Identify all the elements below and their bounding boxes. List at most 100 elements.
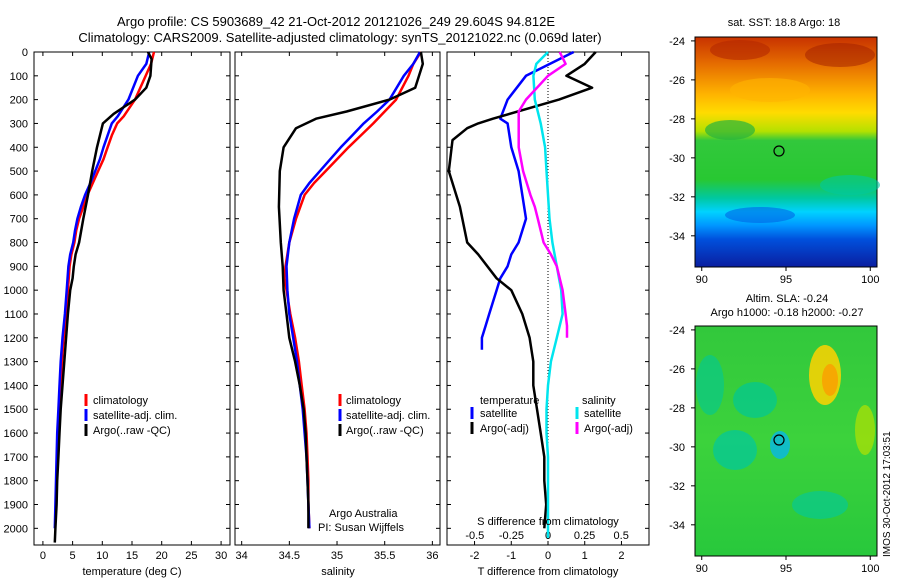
- x-tick-label: 2: [618, 550, 624, 562]
- depth-tick-label: 800: [10, 238, 28, 250]
- depth-tick-label: 1900: [4, 500, 28, 512]
- x-tick-label: 25: [185, 550, 197, 562]
- temperature-axes-box: [33, 51, 231, 546]
- depth-tick-label: 300: [10, 118, 28, 130]
- depth-tick-label: 1600: [4, 428, 28, 440]
- series-line-t-satellite: [480, 50, 575, 350]
- depth-tick-label: 200: [10, 95, 28, 107]
- map-lat-label: -24: [669, 36, 685, 48]
- sal-legend-satellite-label: satellite-adj. clim.: [346, 410, 430, 422]
- sal-legend-climatology-label: climatology: [346, 395, 402, 407]
- map-lat-label: -26: [669, 364, 685, 376]
- legend-t-argo-label: Argo(-adj): [480, 423, 529, 435]
- salinity-axes-box: [234, 51, 441, 546]
- s-tick-label: -0.5: [465, 530, 484, 542]
- salinity-xlabel: salinity: [321, 566, 355, 578]
- map-lon-label: 90: [696, 274, 708, 286]
- x-tick-label: -2: [470, 550, 480, 562]
- temperature-legend: climatology satellite-adj. clim. Argo(..…: [84, 394, 177, 437]
- x-tick-label: 1: [582, 550, 588, 562]
- sla-map-panel: Altim. SLA: -0.24 Argo h1000: -0.18 h200…: [669, 293, 879, 575]
- map-lat-label: -32: [669, 192, 685, 204]
- imos-timestamp-stamp: IMOS 30-Oct-2012 17:03:51: [882, 431, 893, 557]
- difference-legend: temperature salinity satellite Argo(-adj…: [470, 395, 633, 435]
- legend-climatology-label: climatology: [93, 395, 149, 407]
- legend-temperature-title: temperature: [480, 395, 539, 407]
- x-tick-label: 0: [40, 550, 46, 562]
- map-lat-label: -24: [669, 325, 685, 337]
- argo-position-marker-sla: [773, 434, 785, 446]
- s-tick-label: 0.25: [574, 530, 595, 542]
- x-tick-label: 35.5: [374, 550, 395, 562]
- map-lat-label: -28: [669, 403, 685, 415]
- depth-tick-label: 900: [10, 261, 28, 273]
- x-tick-label: 34: [236, 550, 248, 562]
- map-lon-label: 95: [780, 563, 792, 575]
- legend-satellite-label: satellite-adj. clim.: [93, 410, 177, 422]
- x-tick-label: 5: [70, 550, 76, 562]
- map-lat-label: -32: [669, 481, 685, 493]
- sst-map-panel: sat. SST: 18.8 Argo: 18: [669, 17, 880, 286]
- x-tick-label: 36: [426, 550, 438, 562]
- sst-map-image: [694, 36, 878, 268]
- difference-panel: -2 -1 0 1 2-0.5 -0.25 0 0.25 0.5 S difference fr…: [446, 50, 650, 578]
- sal-legend-argo-label: Argo(..raw -QC): [346, 425, 424, 437]
- depth-tick-label: 1500: [4, 404, 28, 416]
- s-tick-label: -0.25: [499, 530, 524, 542]
- map-lat-label: -34: [669, 231, 685, 243]
- x-tick-label: -1: [506, 550, 516, 562]
- s-difference-label: S difference from climatology: [477, 516, 619, 528]
- temperature-panel: 0100200300400500600700800900100011001200…: [4, 47, 231, 578]
- depth-tick-label: 700: [10, 214, 28, 226]
- x-tick-label: 20: [156, 550, 168, 562]
- x-tick-label: 35: [331, 550, 343, 562]
- map-lat-label: -30: [669, 442, 685, 454]
- x-tick-label: 0: [545, 550, 551, 562]
- x-tick-label: 10: [96, 550, 108, 562]
- x-tick-label: 15: [126, 550, 138, 562]
- depth-tick-label: 1800: [4, 476, 28, 488]
- depth-tick-label: 2000: [4, 523, 28, 535]
- figure-title-line1: Argo profile: CS 5903689_42 21-Oct-2012 …: [116, 14, 555, 29]
- depth-tick-label: 1400: [4, 380, 28, 392]
- sla-map-title-line1: Altim. SLA: -0.24: [746, 293, 829, 305]
- series-line-satellite-adj-clim-: [53, 51, 151, 529]
- depth-tick-label: 1700: [4, 452, 28, 464]
- depth-tick-label: 500: [10, 166, 28, 178]
- map-lat-label: -34: [669, 520, 685, 532]
- series-line-t-argo-adj-: [447, 51, 597, 529]
- legend-t-satellite-label: satellite: [480, 408, 517, 420]
- argo-australia-note: Argo Australia: [329, 508, 398, 520]
- sla-map-title-line2: Argo h1000: -0.18 h2000: -0.27: [711, 307, 864, 319]
- depth-tick-label: 1100: [4, 309, 28, 321]
- salinity-panel: 34 34.5 35 35.5 36 salinity climatology sate…: [234, 51, 441, 578]
- depth-tick-label: 100: [10, 71, 28, 83]
- map-lon-label: 90: [696, 563, 708, 575]
- t-difference-xlabel: T difference from climatology: [478, 566, 619, 578]
- map-lat-label: -28: [669, 114, 685, 126]
- series-line-s-argo-adj-: [517, 51, 569, 338]
- legend-s-satellite-label: satellite: [584, 408, 621, 420]
- x-tick-label: 34.5: [279, 550, 300, 562]
- depth-tick-label: 400: [10, 142, 28, 154]
- salinity-legend: climatology satellite-adj. clim. Argo(..…: [338, 394, 430, 437]
- map-lon-label: 100: [861, 563, 879, 575]
- map-lon-label: 95: [780, 274, 792, 286]
- x-tick-label: 30: [215, 550, 227, 562]
- pi-note: PI: Susan Wijffels: [318, 522, 404, 534]
- legend-s-argo-label: Argo(-adj): [584, 423, 633, 435]
- map-lon-label: 100: [861, 274, 879, 286]
- argo-position-marker-sst: [773, 145, 785, 157]
- depth-tick-label: 1200: [4, 333, 28, 345]
- series-line-argo: [53, 51, 153, 543]
- depth-tick-label: 600: [10, 190, 28, 202]
- legend-argo-label: Argo(..raw -QC): [93, 425, 171, 437]
- series-line-s-satellite: [532, 51, 564, 538]
- map-lat-label: -26: [669, 75, 685, 87]
- map-lat-label: -30: [669, 153, 685, 165]
- series-line-argo: [277, 51, 425, 529]
- temperature-xlabel: temperature (deg C): [82, 566, 181, 578]
- figure-title-line2: Climatology: CARS2009. Satellite-adjuste…: [78, 30, 602, 45]
- depth-tick-label: 1300: [4, 357, 28, 369]
